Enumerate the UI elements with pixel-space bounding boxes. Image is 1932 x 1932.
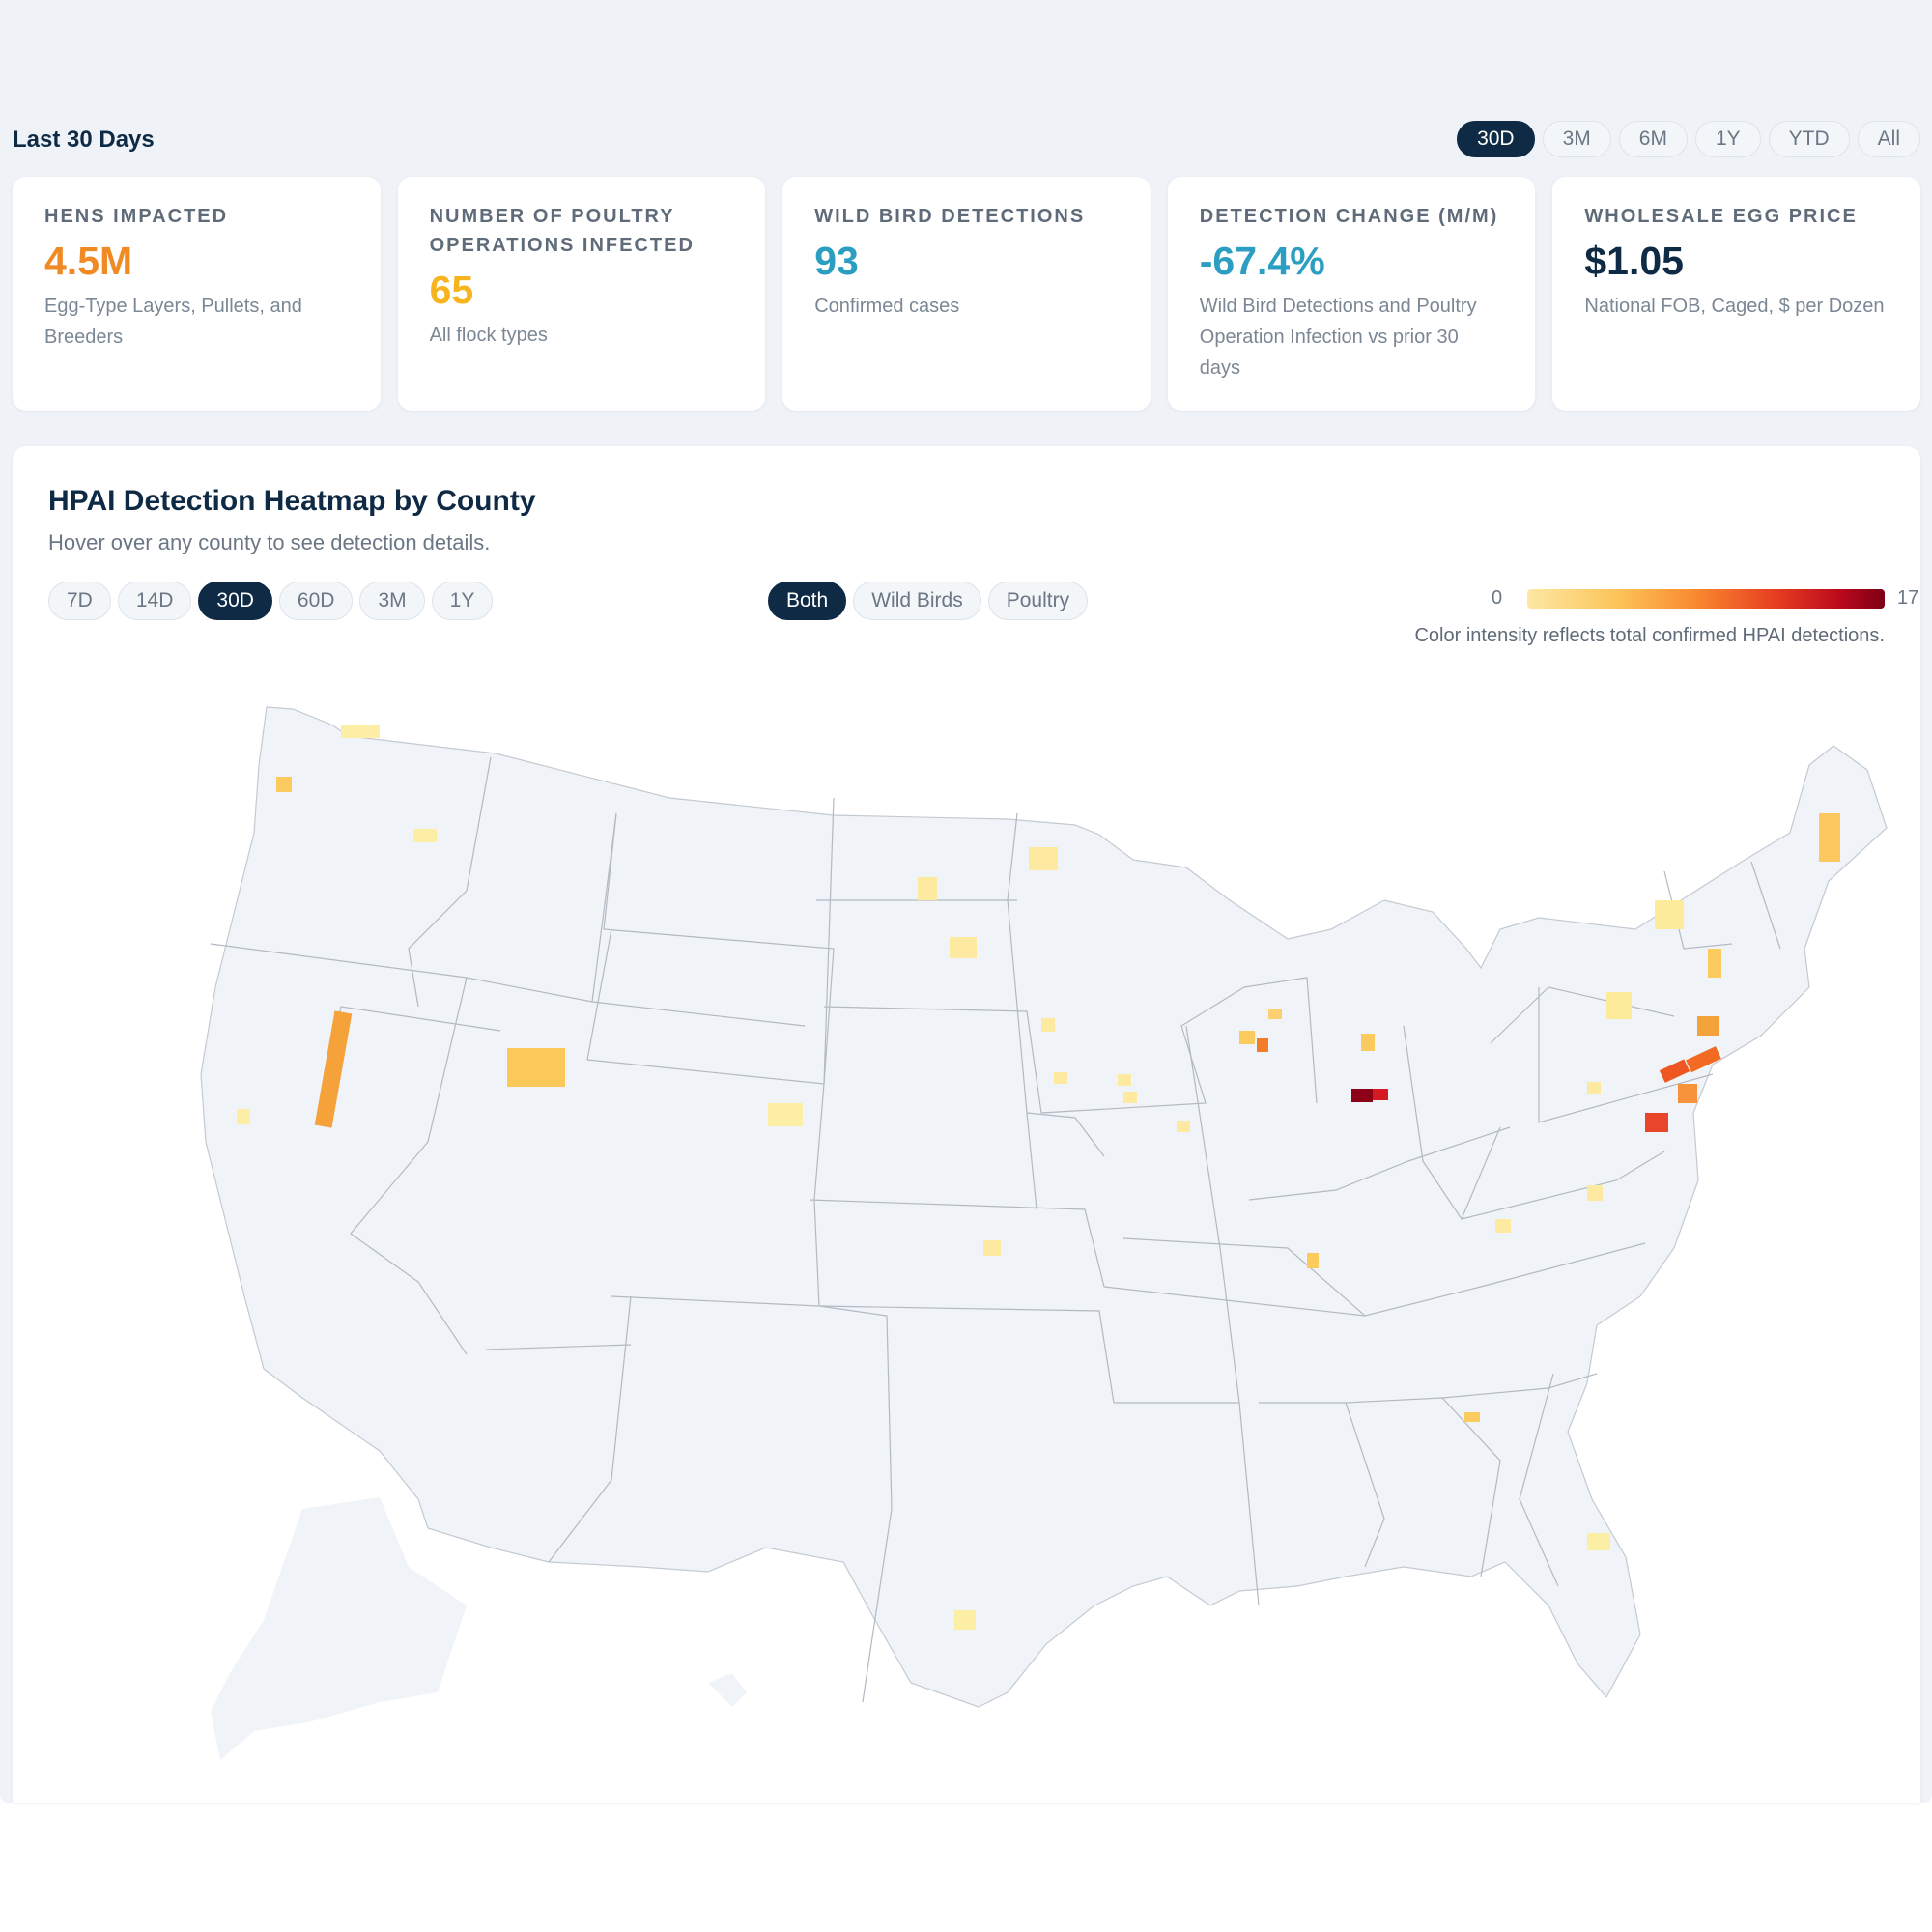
county-detection[interactable] bbox=[1587, 1533, 1610, 1550]
county-detection[interactable] bbox=[1041, 1018, 1055, 1032]
stat-card-detection-change: DETECTION CHANGE (M/M) -67.4% Wild Bird … bbox=[1167, 177, 1536, 411]
stat-description: Wild Bird Detections and Poultry Operati… bbox=[1199, 296, 1477, 379]
county-detection[interactable] bbox=[1686, 1046, 1721, 1073]
type-both-button[interactable]: Both bbox=[768, 582, 847, 620]
county-detection[interactable] bbox=[341, 724, 380, 738]
range-6m-button[interactable]: 6M bbox=[1618, 121, 1688, 157]
type-poultry-button[interactable]: Poultry bbox=[987, 582, 1089, 620]
legend-max-label: 17 bbox=[1897, 587, 1919, 609]
range-all-button[interactable]: All bbox=[1857, 121, 1920, 157]
range-1y-button[interactable]: 1Y bbox=[1694, 121, 1761, 157]
county-detection[interactable] bbox=[507, 1048, 565, 1087]
county-detection[interactable] bbox=[1268, 1009, 1282, 1019]
county-detection[interactable] bbox=[1123, 1092, 1137, 1103]
stat-description: All flock types bbox=[429, 325, 548, 346]
dashboard-header: Last 30 Days 30D 3M 6M 1Y YTD All bbox=[13, 121, 1920, 159]
county-detection[interactable] bbox=[954, 1610, 976, 1630]
county-detection[interactable] bbox=[1177, 1121, 1190, 1132]
county-detection[interactable] bbox=[1708, 949, 1721, 978]
county-detection[interactable] bbox=[1819, 813, 1840, 862]
time-window-selector: 7D 14D 30D 60D 3M 1Y bbox=[48, 582, 494, 620]
county-detections bbox=[237, 724, 1840, 1630]
alaska-shape[interactable] bbox=[211, 1497, 467, 1760]
legend-caption: Color intensity reflects total confirmed… bbox=[1414, 625, 1885, 646]
county-detection[interactable] bbox=[237, 1109, 250, 1124]
county-detection[interactable] bbox=[1464, 1412, 1480, 1422]
state-borders bbox=[210, 756, 1781, 1703]
detection-type-selector: Both Wild Birds Poultry bbox=[768, 582, 1089, 620]
stat-card-hens-impacted: HENS IMPACTED 4.5M Egg-Type Layers, Pull… bbox=[13, 177, 381, 411]
color-legend: 0 17 Color intensity reflects total conf… bbox=[1414, 582, 1918, 668]
county-detection[interactable] bbox=[1645, 1113, 1668, 1132]
window-7d-button[interactable]: 7D bbox=[48, 582, 111, 620]
range-ytd-button[interactable]: YTD bbox=[1768, 121, 1850, 157]
hawaii-shape[interactable] bbox=[708, 1673, 747, 1707]
legend-gradient-bar bbox=[1527, 589, 1885, 609]
range-3m-button[interactable]: 3M bbox=[1542, 121, 1611, 157]
county-detection[interactable] bbox=[1118, 1074, 1131, 1086]
stat-label: WHOLESALE EGG PRICE bbox=[1584, 206, 1858, 227]
heatmap-card: HPAI Detection Heatmap by County Hover o… bbox=[13, 446, 1920, 1803]
county-detection[interactable] bbox=[983, 1240, 1001, 1256]
stat-label: HENS IMPACTED bbox=[44, 206, 229, 227]
county-detection[interactable] bbox=[1054, 1072, 1067, 1084]
stat-description: National FOB, Caged, $ per Dozen bbox=[1584, 296, 1885, 317]
stat-card-poultry-operations: NUMBER OF POULTRY OPERATIONS INFECTED 65… bbox=[397, 177, 766, 411]
stat-card-egg-price: WHOLESALE EGG PRICE $1.05 National FOB, … bbox=[1552, 177, 1920, 411]
stat-description: Confirmed cases bbox=[814, 296, 960, 317]
county-detection[interactable] bbox=[768, 1103, 803, 1126]
stat-value: $1.05 bbox=[1584, 239, 1684, 283]
stat-description: Egg-Type Layers, Pullets, and Breeders bbox=[44, 296, 302, 348]
county-detection[interactable] bbox=[918, 877, 937, 900]
county-detection[interactable] bbox=[1587, 1082, 1601, 1094]
heatmap-subtitle: Hover over any county to see detection d… bbox=[48, 530, 491, 554]
county-detection[interactable] bbox=[1606, 992, 1632, 1019]
stat-label: NUMBER OF POULTRY OPERATIONS INFECTED bbox=[429, 206, 695, 256]
county-detection[interactable] bbox=[950, 937, 977, 958]
county-detection[interactable] bbox=[276, 777, 292, 792]
us-county-map[interactable] bbox=[13, 446, 1920, 1803]
legend-min-label: 0 bbox=[1492, 587, 1503, 609]
county-detection[interactable] bbox=[1678, 1084, 1697, 1103]
county-detection[interactable] bbox=[413, 829, 437, 842]
county-detection[interactable] bbox=[1495, 1219, 1511, 1233]
stat-label: DETECTION CHANGE (M/M) bbox=[1199, 206, 1499, 227]
county-detection[interactable] bbox=[1239, 1031, 1255, 1044]
window-30d-button[interactable]: 30D bbox=[198, 582, 272, 620]
stat-label: WILD BIRD DETECTIONS bbox=[814, 206, 1086, 227]
county-detection[interactable] bbox=[1029, 847, 1058, 870]
county-detection[interactable] bbox=[1361, 1034, 1375, 1051]
map-land bbox=[200, 706, 1888, 1760]
county-detection[interactable] bbox=[1257, 1038, 1268, 1052]
county-detection[interactable] bbox=[1697, 1016, 1719, 1036]
window-60d-button[interactable]: 60D bbox=[278, 582, 354, 620]
stat-value: 65 bbox=[429, 268, 474, 312]
stat-value: 4.5M bbox=[44, 239, 133, 283]
county-detection[interactable] bbox=[1307, 1253, 1319, 1268]
period-title: Last 30 Days bbox=[13, 127, 155, 153]
county-detection[interactable] bbox=[1659, 1059, 1690, 1083]
window-3m-button[interactable]: 3M bbox=[359, 582, 425, 620]
heatmap-title: HPAI Detection Heatmap by County bbox=[48, 485, 536, 517]
county-detection[interactable] bbox=[1655, 900, 1684, 929]
county-detection[interactable] bbox=[1373, 1089, 1388, 1100]
stat-card-wild-bird-detections: WILD BIRD DETECTIONS 93 Confirmed cases bbox=[782, 177, 1151, 411]
range-30d-button[interactable]: 30D bbox=[1457, 121, 1535, 157]
stat-cards: HENS IMPACTED 4.5M Egg-Type Layers, Pull… bbox=[13, 177, 1920, 411]
type-wild-birds-button[interactable]: Wild Birds bbox=[853, 582, 981, 620]
county-detection[interactable] bbox=[1587, 1185, 1603, 1201]
county-detection[interactable] bbox=[314, 1010, 353, 1128]
window-14d-button[interactable]: 14D bbox=[117, 582, 192, 620]
stat-value: 93 bbox=[814, 239, 859, 283]
county-detection[interactable] bbox=[1351, 1089, 1373, 1102]
range-selector: 30D 3M 6M 1Y YTD All bbox=[1457, 121, 1920, 157]
contiguous-us-shape[interactable] bbox=[200, 706, 1888, 1708]
stat-value: -67.4% bbox=[1199, 239, 1325, 283]
window-1y-button[interactable]: 1Y bbox=[431, 582, 494, 620]
